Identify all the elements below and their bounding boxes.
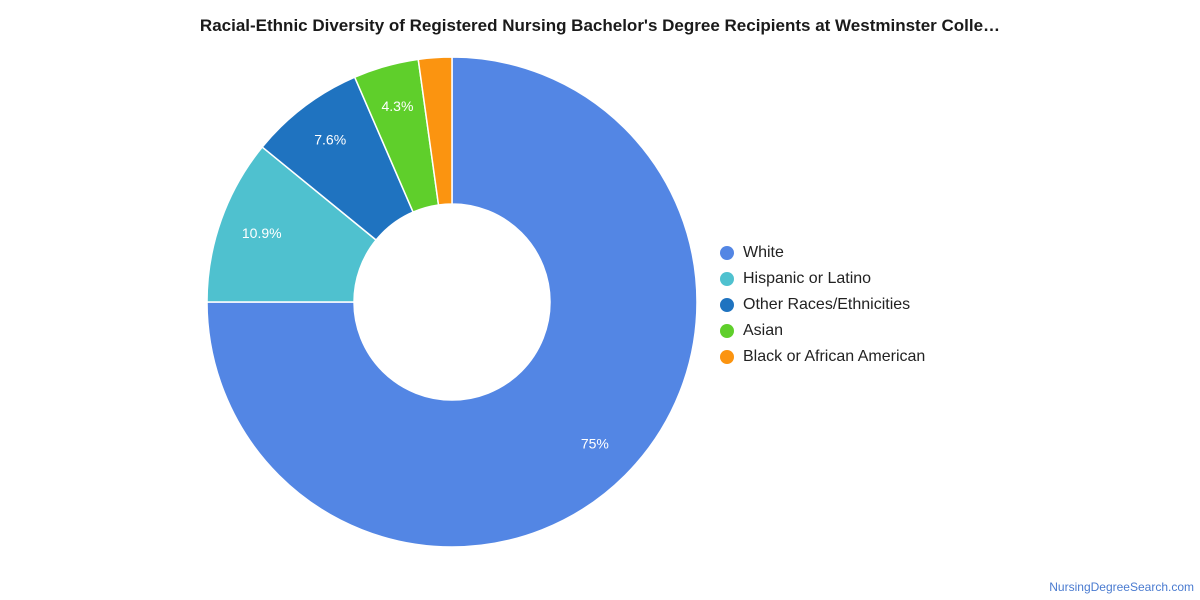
chart-legend: White Hispanic or Latino Other Races/Eth… [720, 240, 925, 370]
chart-title: Racial-Ethnic Diversity of Registered Nu… [199, 16, 1001, 35]
slice-data-label: 4.3% [382, 98, 414, 114]
slice-data-label: 7.6% [314, 132, 346, 148]
legend-label: Asian [743, 322, 784, 339]
slice-data-label: 75% [581, 436, 609, 452]
donut-slice-black-or-african-american [417, 56, 453, 206]
source-link[interactable]: NursingDegreeSearch.com [1049, 580, 1194, 594]
legend-label: White [743, 244, 784, 261]
legend-swatch [720, 350, 734, 364]
donut-slice-white [206, 56, 698, 548]
slice-data-label: 10.9% [242, 225, 282, 241]
legend-item-asian: Asian [720, 318, 925, 344]
legend-item-other-races: Other Races/Ethnicities [720, 292, 925, 318]
legend-swatch [720, 324, 734, 338]
legend-swatch [720, 298, 734, 312]
legend-item-hispanic-or-latino: Hispanic or Latino [720, 266, 925, 292]
legend-swatch [720, 246, 734, 260]
legend-swatch [720, 272, 734, 286]
legend-label: Other Races/Ethnicities [743, 296, 911, 313]
legend-item-white: White [720, 240, 925, 266]
legend-label: Hispanic or Latino [743, 270, 872, 287]
legend-item-black-or-african-american: Black or African American [720, 344, 925, 370]
legend-label: Black or African American [743, 348, 926, 365]
